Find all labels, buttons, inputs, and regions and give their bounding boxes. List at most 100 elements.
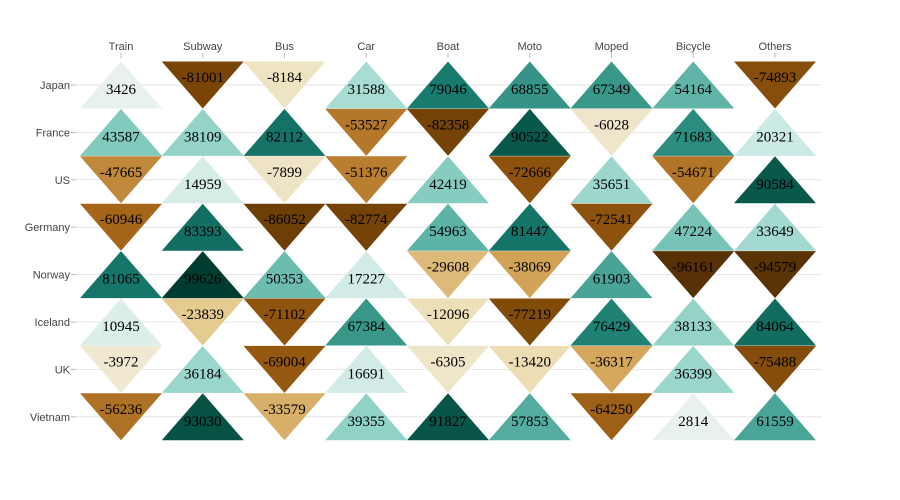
triangle-iceland-moto — [488, 298, 571, 346]
value-label-uk-boat: -6305 — [431, 354, 466, 370]
value-label-germany-bus: -86052 — [263, 212, 306, 228]
value-label-germany-moped: -72541 — [590, 212, 633, 228]
triangle-iceland-bicycle — [652, 298, 735, 346]
triangle-france-others — [734, 108, 816, 156]
value-label-france-bicycle: 71683 — [675, 129, 713, 145]
x-tick-car: Car — [357, 41, 375, 53]
value-label-iceland-car: 67384 — [348, 319, 386, 335]
value-label-us-boat: 42419 — [429, 177, 467, 193]
value-label-vietnam-moped: -64250 — [590, 402, 633, 418]
value-label-japan-boat: 79046 — [429, 82, 467, 98]
x-tick-moped: Moped — [595, 41, 629, 53]
value-label-norway-subway: 99626 — [184, 272, 222, 288]
triangle-uk-bus — [243, 345, 326, 393]
triangle-france-moped — [570, 108, 653, 156]
triangle-japan-subway — [161, 61, 244, 109]
triangle-vietnam-moto — [488, 393, 571, 441]
triangle-norway-bicycle — [652, 251, 735, 299]
value-label-japan-car: 31588 — [348, 82, 386, 98]
y-tick-iceland: Iceland — [35, 317, 70, 329]
value-label-france-car: -53527 — [345, 117, 388, 133]
value-label-norway-moto: -38069 — [509, 260, 552, 276]
value-label-norway-bus: 50353 — [266, 272, 304, 288]
x-tick-bicycle: Bicycle — [676, 41, 711, 53]
value-label-norway-train: 81065 — [102, 272, 140, 288]
value-label-vietnam-subway: 93030 — [184, 414, 222, 430]
triangle-uk-bicycle — [652, 345, 735, 393]
value-label-iceland-bus: -71102 — [264, 307, 306, 323]
value-label-iceland-train: 10945 — [102, 319, 140, 335]
value-label-france-bus: 82112 — [266, 129, 303, 145]
value-label-vietnam-bicycle: 2814 — [678, 414, 709, 430]
triangle-uk-boat — [407, 345, 489, 393]
triangle-germany-bicycle — [652, 203, 735, 251]
x-tick-train: Train — [109, 41, 134, 53]
triangle-germany-bus — [243, 203, 326, 251]
triangle-iceland-boat — [407, 298, 489, 346]
triangle-germany-train — [80, 203, 162, 251]
value-label-norway-car: 17227 — [348, 272, 386, 288]
x-tick-bus: Bus — [275, 41, 294, 53]
triangle-japan-others — [734, 61, 816, 109]
value-label-norway-boat: -29608 — [427, 260, 470, 276]
triangle-germany-moped — [570, 203, 653, 251]
value-label-uk-car: 16691 — [348, 366, 386, 382]
triangle-japan-moped — [570, 61, 653, 109]
triangle-iceland-others — [734, 298, 816, 346]
y-tick-vietnam: Vietnam — [30, 412, 70, 424]
triangle-us-bus — [243, 156, 326, 204]
triangle-uk-car — [325, 345, 408, 393]
y-tick-germany: Germany — [25, 222, 71, 234]
triangle-france-car — [325, 108, 408, 156]
triangle-uk-subway — [161, 345, 244, 393]
triangle-iceland-car — [325, 298, 408, 346]
triangle-germany-moto — [488, 203, 571, 251]
triangle-uk-moto — [488, 345, 571, 393]
triangle-japan-car — [325, 61, 408, 109]
value-label-france-moped: -6028 — [594, 117, 629, 133]
triangle-vietnam-car — [325, 393, 408, 441]
y-tick-japan: Japan — [40, 80, 70, 92]
value-label-japan-train: 3426 — [106, 82, 137, 98]
value-label-vietnam-moto: 57853 — [511, 414, 549, 430]
triangle-vietnam-train — [80, 393, 162, 441]
triangle-vietnam-bus — [243, 393, 326, 441]
x-tick-moto: Moto — [518, 41, 542, 53]
value-label-us-moto: -72666 — [509, 165, 552, 181]
value-label-japan-bus: -8184 — [267, 70, 302, 86]
triangle-norway-moto — [488, 251, 571, 299]
triangle-germany-car — [325, 203, 408, 251]
value-label-us-bicycle: -54671 — [672, 165, 715, 181]
value-label-germany-moto: 81447 — [511, 224, 549, 240]
value-label-uk-moto: -13420 — [509, 354, 552, 370]
x-axis-ticks: Train Subway Bus Car Boat Moto Moped Bicycle Oth… — [109, 41, 792, 58]
triangle-iceland-moped — [570, 298, 653, 346]
triangle-us-boat — [407, 156, 489, 204]
triangle-japan-bus — [243, 61, 326, 109]
value-label-us-others: 90584 — [756, 177, 794, 193]
value-label-france-subway: 38109 — [184, 129, 222, 145]
triangle-france-bicycle — [652, 108, 735, 156]
value-label-vietnam-train: -56236 — [100, 402, 143, 418]
value-label-japan-moto: 68855 — [511, 82, 549, 98]
x-tick-boat: Boat — [437, 41, 460, 53]
value-label-iceland-subway: -23839 — [182, 307, 225, 323]
triangle-us-others — [734, 156, 816, 204]
triangle-marks — [80, 61, 816, 441]
x-tick-others: Others — [758, 41, 792, 53]
triangle-vietnam-boat — [407, 393, 489, 441]
triangle-uk-others — [734, 345, 816, 393]
triangle-iceland-train — [80, 298, 162, 346]
value-label-germany-train: -60946 — [100, 212, 143, 228]
triangle-japan-bicycle — [652, 61, 735, 109]
value-label-iceland-bicycle: 38133 — [675, 319, 713, 335]
value-label-france-moto: 90522 — [511, 129, 549, 145]
value-label-iceland-boat: -12096 — [427, 307, 470, 323]
value-label-norway-bicycle: -96161 — [672, 260, 715, 276]
value-label-us-subway: 14959 — [184, 177, 222, 193]
value-label-france-train: 43587 — [102, 129, 140, 145]
value-label-japan-others: -74893 — [754, 70, 797, 86]
value-label-iceland-moped: 76429 — [593, 319, 631, 335]
triangle-norway-bus — [243, 251, 326, 299]
